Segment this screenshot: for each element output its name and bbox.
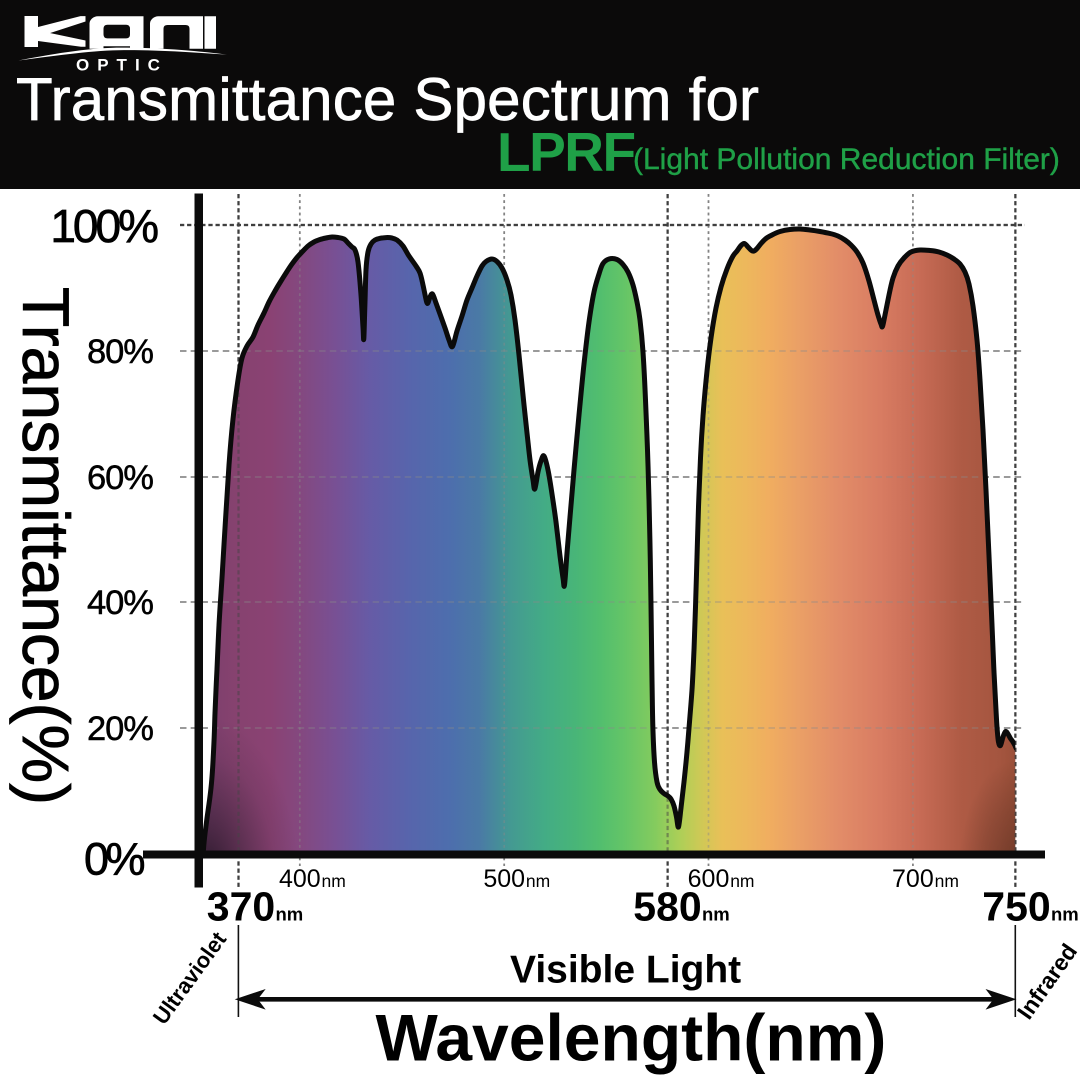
svg-text:nm: nm [730,871,754,891]
svg-text:100%: 100% [50,200,158,252]
svg-text:40%: 40% [87,584,153,622]
svg-text:Transmittance(%): Transmittance(%) [9,287,83,805]
svg-text:(Light Pollution Reduction Fil: (Light Pollution Reduction Filter) [633,143,1060,176]
svg-text:600: 600 [688,865,730,893]
svg-text:nm: nm [322,871,346,891]
svg-text:nm: nm [935,871,959,891]
svg-text:750: 750 [982,884,1050,930]
svg-text:580: 580 [633,884,701,930]
svg-text:nm: nm [276,904,304,925]
svg-text:500: 500 [483,865,525,893]
svg-text:0%: 0% [84,834,145,885]
svg-text:Wavelength(nm): Wavelength(nm) [376,1001,887,1075]
svg-text:LPRF: LPRF [497,121,635,183]
svg-text:400: 400 [279,865,321,893]
svg-text:nm: nm [526,871,550,891]
svg-text:700: 700 [892,865,934,893]
svg-text:OPTIC: OPTIC [76,56,168,75]
svg-text:370: 370 [207,884,275,930]
svg-text:nm: nm [1051,904,1079,925]
svg-text:nm: nm [702,904,730,925]
svg-text:80%: 80% [87,333,153,371]
svg-text:Transmittance Spectrum for: Transmittance Spectrum for [16,66,759,133]
svg-text:60%: 60% [87,459,153,497]
svg-text:Visible Light: Visible Light [510,949,741,992]
svg-text:20%: 20% [87,710,153,748]
